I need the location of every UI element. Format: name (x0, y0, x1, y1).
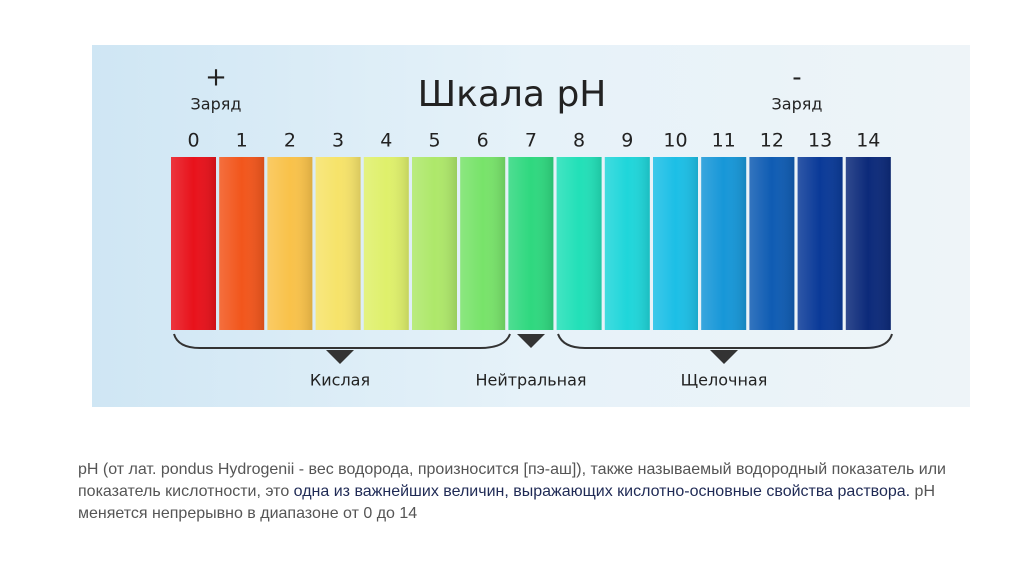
ph-label: 13 (808, 130, 832, 152)
ph-label: 6 (477, 130, 489, 152)
ph-label: 0 (187, 130, 199, 152)
ph-label: 1 (236, 130, 248, 152)
group-label: Щелочная (681, 371, 768, 390)
ph-bar-shade (749, 157, 795, 330)
alkaline-arrow (710, 350, 738, 364)
group-label: Нейтральная (475, 371, 586, 390)
ph-label: 4 (380, 130, 392, 152)
ph-label: 10 (663, 130, 687, 152)
ph-label: 5 (428, 130, 440, 152)
ph-bar-shade (701, 157, 747, 330)
ph-bar-shade (315, 157, 361, 330)
ph-bar-shade (412, 157, 457, 330)
alkaline-bracket (557, 333, 893, 349)
minus-sign: - (792, 63, 801, 93)
plus-label: Заряд (191, 95, 242, 114)
minus-label: Заряд (772, 95, 823, 114)
ph-bar-shade (653, 157, 698, 330)
ph-bar-shade (267, 157, 313, 330)
ph-label: 9 (621, 130, 633, 152)
ph-label: 11 (712, 130, 736, 152)
ph-label: 8 (573, 130, 585, 152)
brackets (173, 333, 893, 349)
acid-bracket (173, 333, 511, 349)
ph-label: 3 (332, 130, 344, 152)
group-label: Кислая (310, 371, 370, 390)
ph-bar-shade (363, 157, 409, 330)
ph-bar-shade (556, 157, 602, 330)
ph-bar-shade (460, 157, 506, 330)
ph-bar-shade (219, 157, 265, 330)
neutral-arrow (517, 334, 545, 348)
scale-title: Шкала pH (418, 74, 607, 115)
ph-bar-shade (797, 157, 843, 330)
text: pH меняется непрерывно в диапазоне от 0 … (78, 483, 936, 522)
ph-label: 2 (284, 130, 296, 152)
ph-label: 12 (760, 130, 784, 152)
highlight-text: одна из важнейших величин, выражающих ки… (293, 483, 911, 500)
ph-bar-shade (171, 157, 216, 330)
description: pH (от лат. pondus Hydrogenii - вес водо… (78, 459, 968, 525)
text: pH (от лат. pondus Hydrogenii - вес водо… (78, 461, 946, 500)
ph-bar-shade (604, 157, 650, 330)
acid-arrow (326, 350, 354, 364)
ph-bar-shade (508, 157, 554, 330)
ph-bar-shade (845, 157, 891, 330)
plus-sign: + (205, 63, 227, 93)
ph-label: 7 (525, 130, 537, 152)
ph-label: 14 (856, 130, 880, 152)
